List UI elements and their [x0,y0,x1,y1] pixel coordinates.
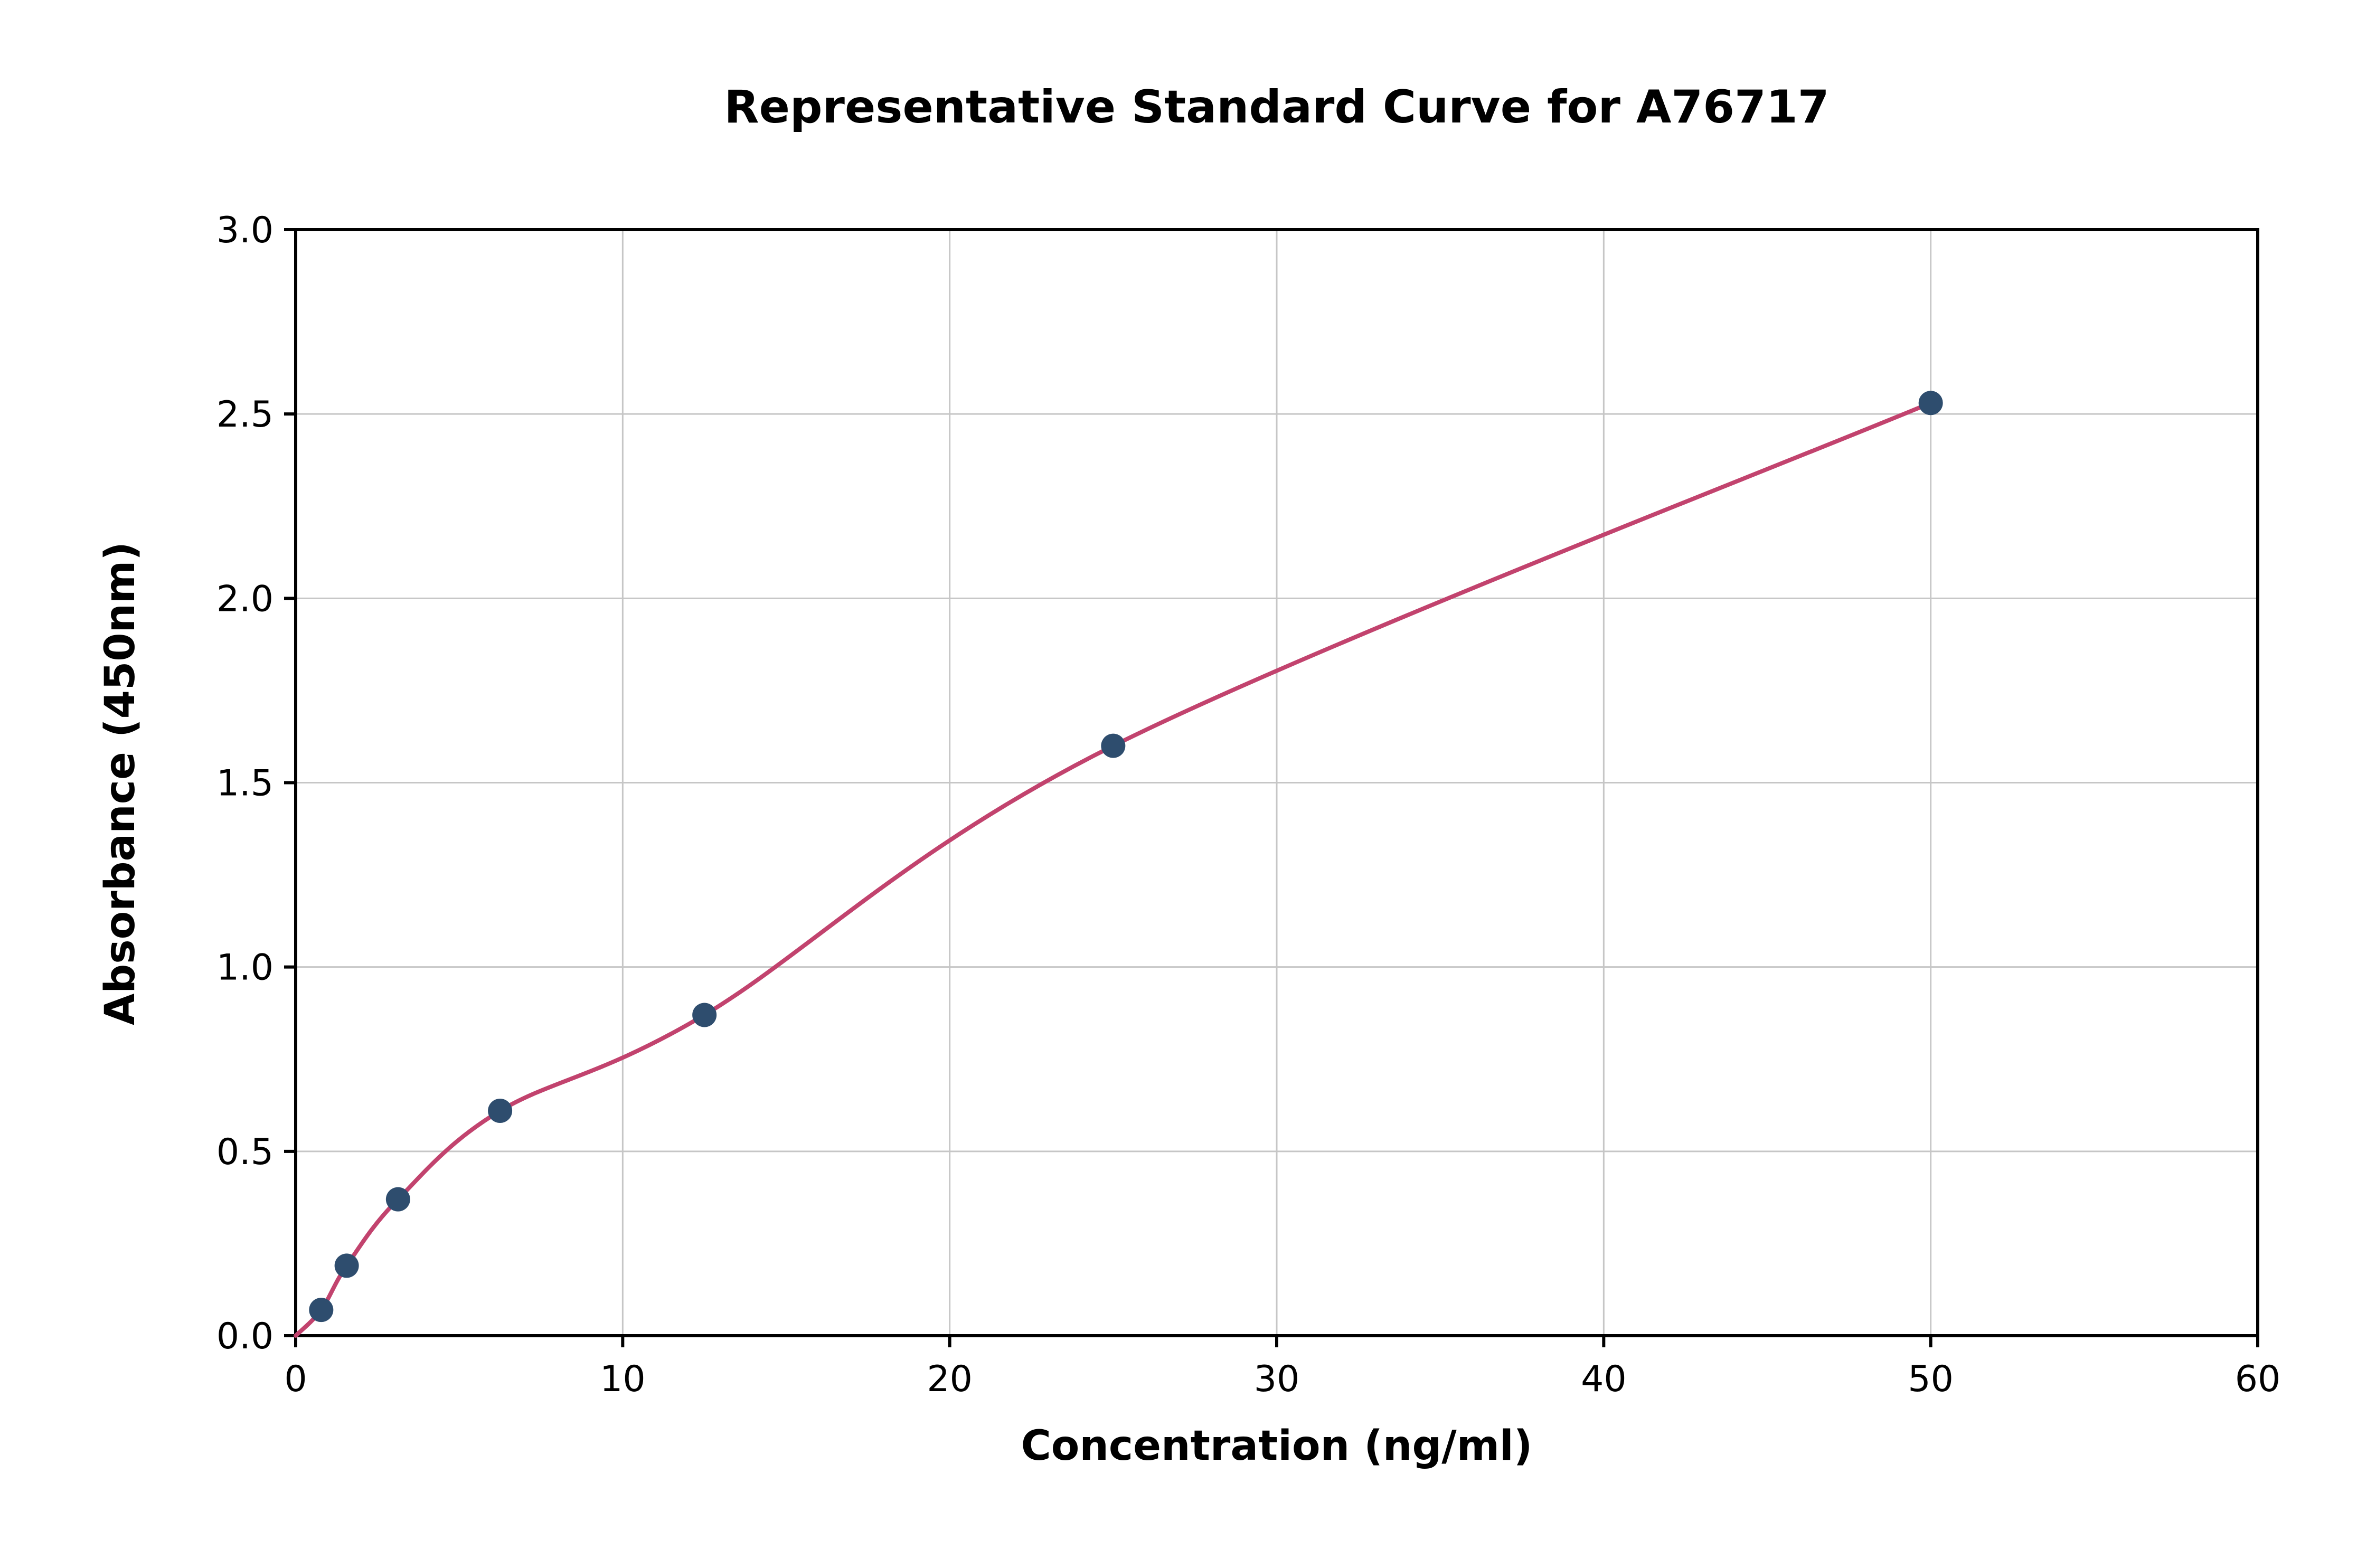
y-tick-label: 0.5 [216,1131,274,1173]
x-tick-label: 40 [1581,1358,1627,1400]
y-tick-label: 0.0 [216,1316,274,1357]
x-axis-label: Concentration (ng/ml) [1021,1422,1533,1470]
x-tick-label: 0 [284,1358,307,1400]
data-point [1918,391,1943,415]
data-point [385,1187,410,1212]
y-tick-label: 3.0 [216,210,274,251]
x-tick-label: 30 [1254,1358,1300,1400]
y-tick-label: 2.5 [216,394,274,436]
x-tick-label: 50 [1908,1358,1954,1400]
data-point [692,1003,717,1027]
x-tick-label: 10 [600,1358,646,1400]
chart-title: Representative Standard Curve for A76717 [724,81,1830,134]
data-point [309,1298,334,1323]
data-point [1101,733,1126,758]
x-tick-label: 20 [927,1358,973,1400]
data-point [488,1099,513,1123]
fit-curve [294,401,1933,1338]
data-point [334,1253,359,1278]
y-tick-label: 1.5 [216,763,274,805]
x-tick-label: 60 [2235,1358,2281,1400]
y-tick-label: 1.0 [216,947,274,989]
y-tick-label: 2.0 [216,578,274,620]
